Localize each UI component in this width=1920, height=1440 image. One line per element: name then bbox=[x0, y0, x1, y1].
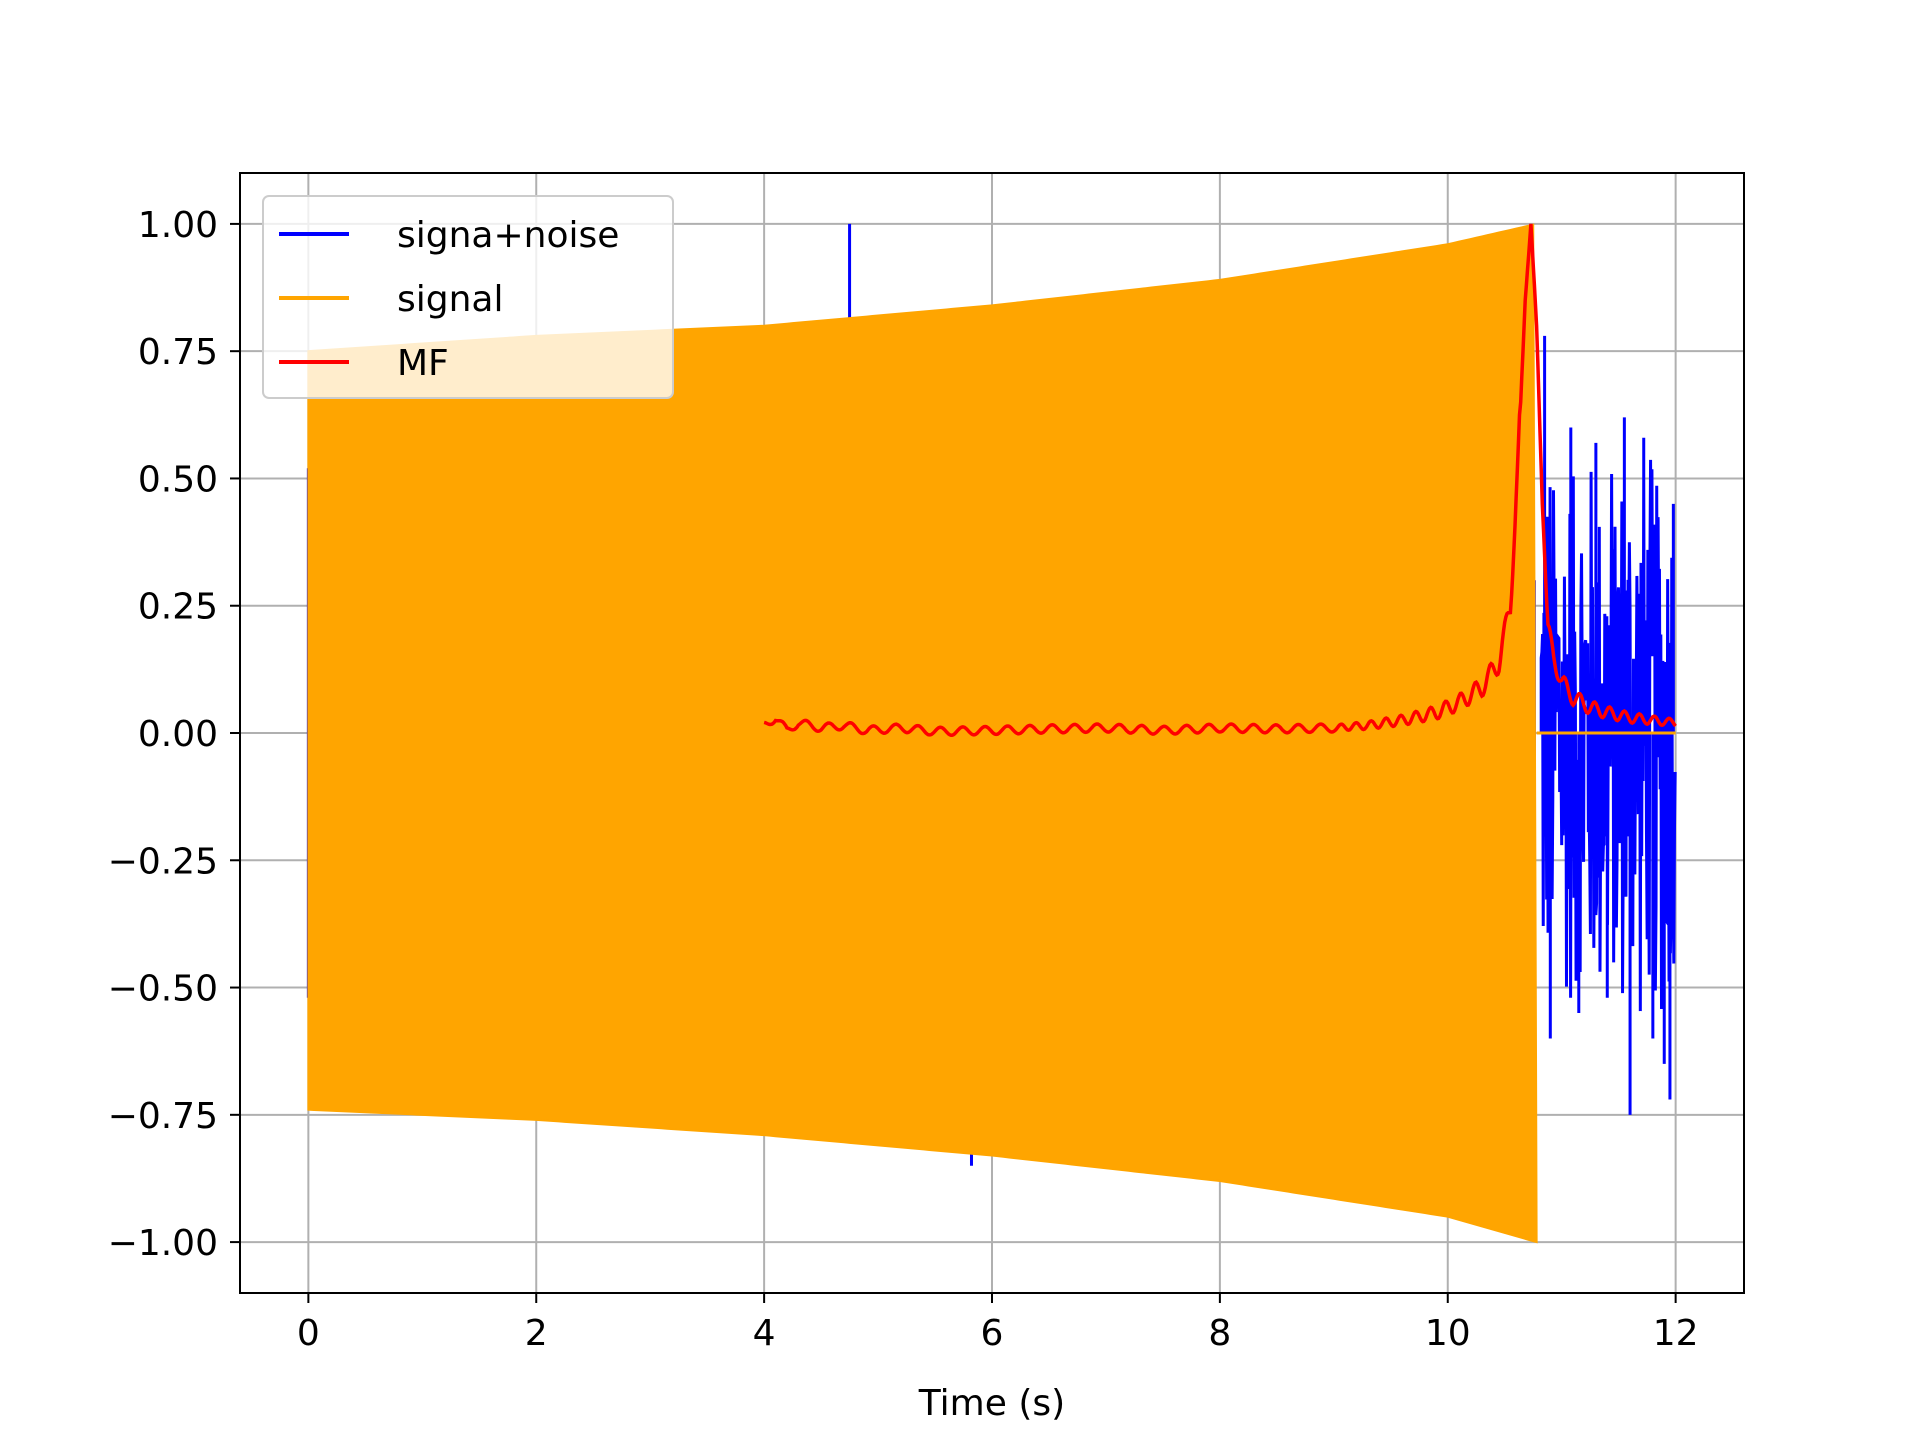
x-tick-label: 4 bbox=[753, 1313, 776, 1354]
y-tick-label: 1.00 bbox=[138, 205, 218, 246]
y-tick-label: 0.50 bbox=[138, 459, 218, 500]
x-tick-label: 2 bbox=[525, 1313, 548, 1354]
y-tick-label: 0.25 bbox=[138, 587, 218, 628]
x-axis-label: Time (s) bbox=[918, 1383, 1065, 1424]
series-mf-line bbox=[763, 223, 1677, 737]
y-tick-label: −0.50 bbox=[108, 969, 218, 1010]
x-tick-label: 8 bbox=[1208, 1313, 1231, 1354]
series-signal-fill bbox=[307, 223, 1538, 1244]
y-tick-label: −1.00 bbox=[108, 1223, 218, 1264]
y-tick-label: −0.75 bbox=[108, 1096, 218, 1137]
axis-ticks: 0 2 4 6 8 10 12 1.00 0.75 0.50 0.25 0.00 −0.25 −0.50 −… bbox=[108, 205, 1699, 1354]
y-tick-label: 0.00 bbox=[138, 714, 218, 755]
x-tick-label: 0 bbox=[297, 1313, 320, 1354]
legend-label: signal bbox=[397, 279, 504, 320]
legend-label: signa+noise bbox=[397, 215, 619, 256]
legend-box bbox=[262, 195, 674, 399]
legend-label: MF bbox=[397, 343, 449, 384]
y-tick-label: −0.25 bbox=[108, 841, 218, 882]
plot-content bbox=[306, 223, 1677, 1244]
x-tick-label: 12 bbox=[1653, 1313, 1699, 1354]
x-tick-label: 6 bbox=[981, 1313, 1004, 1354]
y-tick-label: 0.75 bbox=[138, 332, 218, 373]
legend: signa+noise signal MF bbox=[262, 195, 674, 399]
x-tick-label: 10 bbox=[1425, 1313, 1471, 1354]
